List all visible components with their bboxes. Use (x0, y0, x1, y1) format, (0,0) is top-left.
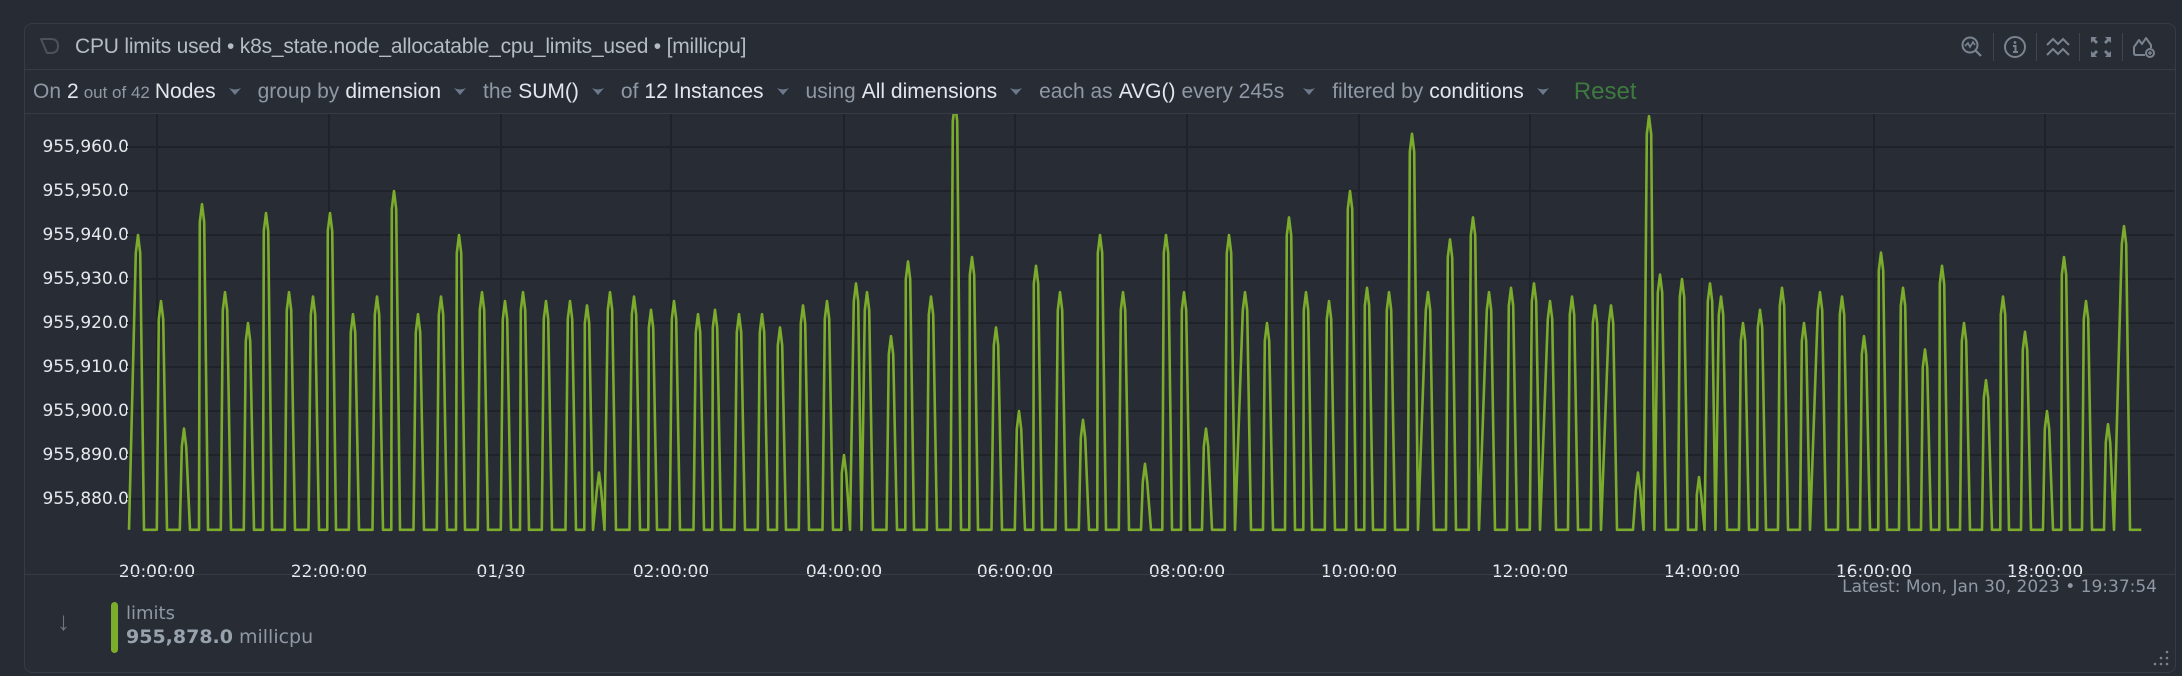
chart-title: CPU limits used • k8s_state.node_allocat… (75, 35, 747, 58)
group-by-value: dimension (345, 79, 442, 103)
chevron-down-icon (591, 87, 604, 95)
latest-value: Mon, Jan 30, 2023 • 19:37:54 (1905, 577, 2157, 597)
x-tick-label: 16:00:00 (1835, 562, 1913, 582)
dimensions-value: All dimensions (861, 79, 998, 103)
every-interval: every 245s (1181, 79, 1285, 103)
y-tick-label: 955,880.0 (42, 489, 129, 509)
x-tick-label: 20:00:00 (118, 562, 196, 582)
group-by-selector[interactable]: group by dimension (258, 80, 467, 104)
filter-value: conditions (1429, 79, 1524, 103)
legend-series-name: limits (126, 603, 175, 624)
chevron-down-icon (1010, 87, 1023, 95)
filtered-by-label: filtered by (1332, 79, 1424, 103)
query-bar: On 2 out of 42 Nodes group by dimension … (25, 70, 2175, 114)
info-icon[interactable] (1994, 31, 2036, 63)
instances-value: 12 Instances (644, 79, 764, 103)
chart-type-icon (40, 38, 59, 54)
nodes-selector[interactable]: On 2 out of 42 Nodes (33, 80, 242, 104)
legend-color-swatch (111, 602, 118, 653)
y-tick-label: 955,920.0 (42, 313, 129, 333)
y-tick-label: 955,960.0 (42, 137, 129, 157)
y-tick-label: 955,890.0 (42, 445, 129, 465)
chevron-down-icon (454, 87, 467, 95)
aggregation-value: SUM() (518, 79, 579, 103)
arrow-down-icon[interactable]: ↓ (57, 606, 70, 636)
y-tick-label: 955,930.0 (42, 269, 129, 289)
legend-divider (25, 574, 2175, 575)
dimensions-selector[interactable]: using All dimensions (806, 80, 1024, 104)
y-tick-label: 955,940.0 (42, 225, 129, 245)
chart-toolbar (1951, 31, 2165, 63)
latest-label: Latest: (1842, 577, 1901, 597)
x-tick-label: 01/30 (476, 562, 526, 582)
line-chart[interactable] (25, 114, 2177, 574)
time-aggregation-selector[interactable]: each as AVG() every 245s (1039, 80, 1316, 104)
chart-plot-area[interactable]: 955,960.0 955,950.0 955,940.0 955,930.0 955,… (25, 114, 2177, 582)
using-label: using (805, 79, 856, 103)
instances-selector[interactable]: of 12 Instances (621, 80, 790, 104)
add-alert-icon[interactable] (2123, 31, 2165, 63)
on-label: On (33, 79, 62, 103)
nodes-label: Nodes (154, 79, 216, 103)
chevron-down-icon (776, 87, 789, 95)
legend-item-limits[interactable]: limits 955,878.0 millicpu (111, 602, 313, 653)
x-tick-label: 02:00:00 (632, 562, 710, 582)
legend-unit: millicpu (238, 626, 314, 648)
legend-value: 955,878.0 (126, 626, 233, 648)
time-aggregation-value: AVG() (1118, 79, 1176, 103)
x-tick-label: 06:00:00 (976, 562, 1054, 582)
y-tick-label: 955,950.0 (42, 181, 129, 201)
x-tick-label: 18:00:00 (2006, 562, 2084, 582)
latest-timestamp: Latest: Mon, Jan 30, 2023 • 19:37:54 (1842, 577, 2157, 597)
chevron-down-icon (1303, 87, 1316, 95)
correlations-icon[interactable] (2037, 31, 2079, 63)
chevron-down-icon (228, 87, 241, 95)
toolbar-divider (2122, 33, 2123, 61)
x-tick-label: 12:00:00 (1491, 562, 1569, 582)
the-label: the (483, 79, 513, 103)
toolbar-divider (2079, 33, 2080, 61)
toolbar-divider (2036, 33, 2037, 61)
chart-title-bar: CPU limits used • k8s_state.node_allocat… (25, 24, 2175, 70)
x-tick-label: 10:00:00 (1320, 562, 1398, 582)
x-tick-label: 08:00:00 (1148, 562, 1226, 582)
y-tick-label: 955,910.0 (42, 357, 129, 377)
group-by-label: group by (257, 79, 340, 103)
y-tick-label: 955,900.0 (42, 401, 129, 421)
chart-card: CPU limits used • k8s_state.node_allocat… (24, 23, 2176, 673)
filter-selector[interactable]: filtered by conditions (1332, 80, 1550, 104)
x-tick-label: 14:00:00 (1663, 562, 1741, 582)
toolbar-divider (1993, 33, 1994, 61)
nodes-total: out of 42 (83, 82, 150, 102)
x-tick-label: 04:00:00 (805, 562, 883, 582)
aggregation-selector[interactable]: the SUM() (483, 80, 605, 104)
x-tick-label: 22:00:00 (290, 562, 368, 582)
search-chart-icon[interactable] (1951, 31, 1993, 63)
each-as-label: each as (1039, 79, 1113, 103)
of-label: of (620, 79, 639, 103)
reset-button[interactable]: Reset (1573, 77, 1637, 105)
series-line-limits[interactable] (127, 114, 2142, 532)
fullscreen-icon[interactable] (2080, 31, 2122, 63)
resize-handle-icon[interactable] (2153, 650, 2169, 666)
nodes-selected-count: 2 (67, 79, 79, 103)
chevron-down-icon (1536, 87, 1549, 95)
